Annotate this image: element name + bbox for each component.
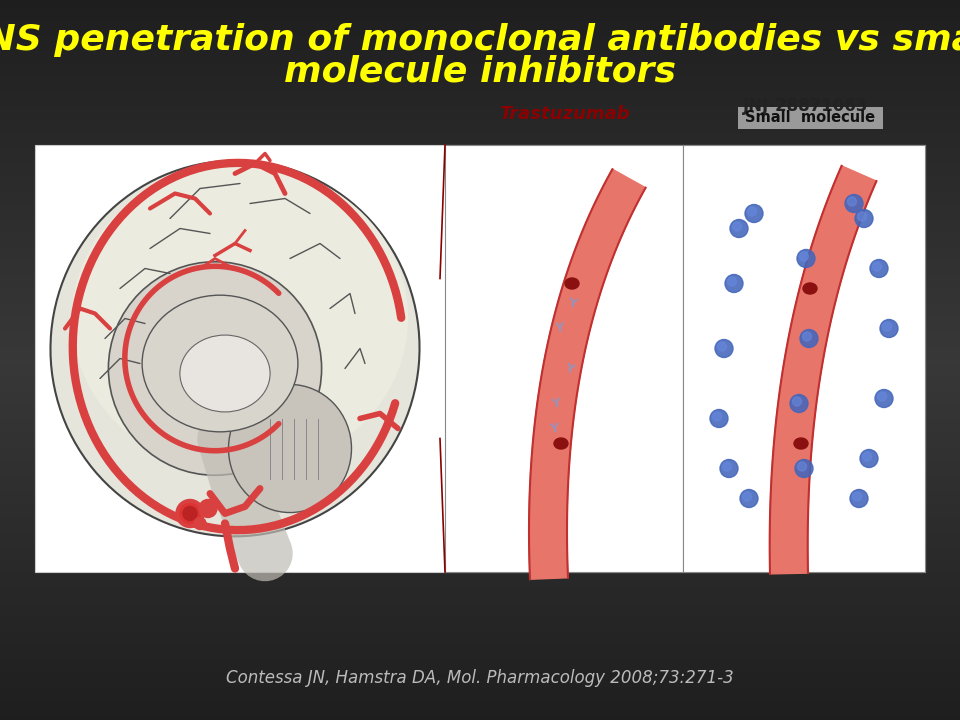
- Circle shape: [797, 250, 815, 268]
- Text: JNJ-28871063: JNJ-28871063: [743, 97, 869, 115]
- Bar: [445, 145, 683, 572]
- Circle shape: [180, 503, 200, 523]
- Circle shape: [798, 462, 806, 471]
- Circle shape: [740, 490, 758, 508]
- Text: Y: Y: [563, 361, 575, 376]
- Circle shape: [857, 212, 867, 221]
- Ellipse shape: [228, 384, 351, 513]
- Text: molecule inhibitors: molecule inhibitors: [284, 55, 676, 89]
- Circle shape: [880, 320, 898, 338]
- Circle shape: [730, 220, 748, 238]
- Circle shape: [850, 490, 868, 508]
- Bar: [683, 145, 925, 572]
- Text: Trastuzumab: Trastuzumab: [498, 105, 630, 123]
- Circle shape: [870, 259, 888, 277]
- Circle shape: [183, 506, 197, 521]
- Circle shape: [795, 459, 813, 477]
- Bar: [445, 145, 683, 572]
- Circle shape: [199, 500, 217, 518]
- Circle shape: [860, 449, 878, 467]
- Circle shape: [800, 252, 808, 261]
- Circle shape: [748, 207, 756, 216]
- Circle shape: [873, 262, 881, 271]
- Circle shape: [790, 395, 808, 413]
- Circle shape: [742, 492, 752, 501]
- Ellipse shape: [51, 161, 420, 536]
- Circle shape: [710, 410, 728, 428]
- Circle shape: [803, 332, 811, 341]
- Circle shape: [848, 197, 856, 206]
- Circle shape: [862, 452, 872, 461]
- Ellipse shape: [72, 165, 408, 472]
- Text: Small  molecule: Small molecule: [745, 110, 876, 125]
- Ellipse shape: [180, 335, 270, 412]
- Text: Y: Y: [548, 421, 560, 436]
- Circle shape: [845, 194, 863, 212]
- Text: Contessa JN, Hamstra DA, Mol. Pharmacology 2008;73:271-3: Contessa JN, Hamstra DA, Mol. Pharmacolo…: [227, 669, 733, 687]
- Circle shape: [852, 492, 861, 501]
- Text: Y: Y: [566, 297, 578, 311]
- Circle shape: [715, 340, 733, 358]
- Circle shape: [712, 412, 722, 421]
- Circle shape: [875, 390, 893, 408]
- Bar: [35, 145, 925, 572]
- Ellipse shape: [108, 262, 322, 475]
- Ellipse shape: [794, 438, 808, 449]
- Bar: [738, 107, 883, 129]
- Circle shape: [855, 210, 873, 228]
- Text: Y: Y: [550, 396, 562, 410]
- Text: Y: Y: [554, 322, 564, 336]
- Ellipse shape: [565, 278, 579, 289]
- Polygon shape: [529, 169, 645, 580]
- Circle shape: [194, 518, 206, 529]
- Circle shape: [728, 277, 736, 286]
- Text: CNS penetration of monoclonal antibodies vs small: CNS penetration of monoclonal antibodies…: [0, 23, 960, 57]
- Circle shape: [745, 204, 763, 222]
- Circle shape: [717, 342, 727, 351]
- Ellipse shape: [554, 438, 568, 449]
- Circle shape: [732, 222, 741, 231]
- Polygon shape: [770, 166, 876, 574]
- Circle shape: [877, 392, 886, 401]
- Circle shape: [723, 462, 732, 471]
- Circle shape: [176, 500, 204, 528]
- Ellipse shape: [142, 295, 298, 432]
- Circle shape: [793, 397, 802, 406]
- Ellipse shape: [803, 283, 817, 294]
- Circle shape: [882, 322, 892, 331]
- Circle shape: [720, 459, 738, 477]
- Circle shape: [800, 330, 818, 348]
- Circle shape: [725, 274, 743, 292]
